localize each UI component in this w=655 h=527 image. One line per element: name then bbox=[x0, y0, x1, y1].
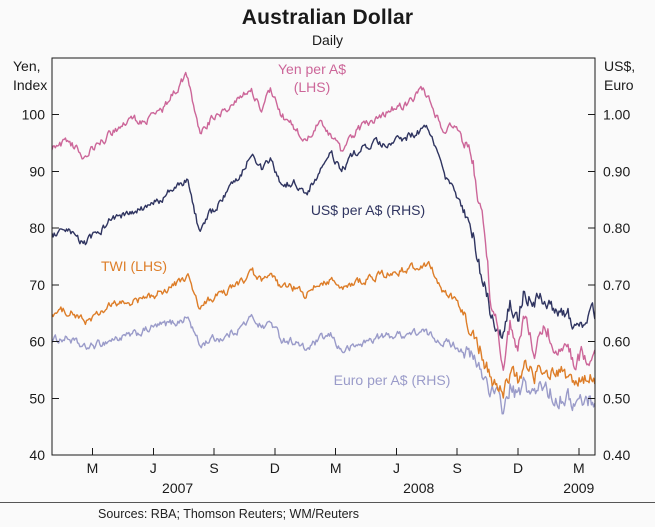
right-axis-tick-label: 0.70 bbox=[603, 277, 630, 293]
series-label-euro: Euro per A$ (RHS) bbox=[333, 372, 451, 388]
left-axis-tick-label: 50 bbox=[29, 390, 45, 406]
right-axis-tick-label: 1.00 bbox=[603, 107, 630, 123]
x-axis-year-label: 2009 bbox=[563, 480, 594, 496]
plot-border bbox=[51, 57, 596, 456]
footer-divider bbox=[0, 502, 655, 503]
series-line-yen bbox=[52, 71, 595, 371]
x-axis-year-label: 2008 bbox=[403, 480, 434, 496]
chart-subtitle: Daily bbox=[311, 32, 344, 48]
left-axis-tick-label: 40 bbox=[29, 447, 45, 463]
axis-unit-line: US$, bbox=[604, 58, 636, 74]
x-axis-tick-label: J bbox=[150, 460, 157, 476]
x-axis-tick-label: S bbox=[209, 460, 218, 476]
series-label-usd: US$ per A$ (RHS) bbox=[310, 202, 426, 218]
series-label-line: (LHS) bbox=[293, 79, 331, 95]
axis-unit-line: Euro bbox=[604, 77, 634, 93]
series-label-twi: TWI (LHS) bbox=[100, 258, 168, 274]
right-axis-tick-label: 0.80 bbox=[603, 220, 630, 236]
left-axis-tick-label: 90 bbox=[29, 163, 45, 179]
series-line-usd bbox=[52, 124, 595, 339]
sources-note: Sources: RBA; Thomson Reuters; WM/Reuter… bbox=[98, 507, 359, 521]
series-line-euro bbox=[52, 313, 595, 415]
x-axis-tick-label: J bbox=[393, 460, 400, 476]
right-axis-tick-label: 0.60 bbox=[603, 334, 630, 350]
x-axis-tick-label: D bbox=[513, 460, 523, 476]
x-axis-tick-label: S bbox=[453, 460, 462, 476]
x-axis-tick-label: D bbox=[270, 460, 280, 476]
x-axis-tick-label: M bbox=[330, 460, 342, 476]
right-axis-tick-label: 0.40 bbox=[603, 447, 630, 463]
x-axis-tick-label: M bbox=[87, 460, 99, 476]
left-axis-unit-label: Yen, Index bbox=[13, 57, 47, 95]
left-axis-tick-label: 60 bbox=[29, 334, 45, 350]
left-axis-tick-label: 100 bbox=[22, 107, 46, 123]
chart-title: Australian Dollar bbox=[241, 6, 414, 29]
right-axis-tick-label: 0.90 bbox=[603, 163, 630, 179]
axis-unit-line: Yen, bbox=[13, 58, 41, 74]
right-axis-tick-label: 0.50 bbox=[603, 390, 630, 406]
left-axis-tick-label: 70 bbox=[29, 277, 45, 293]
series-label-yen: Yen per A$ (LHS) bbox=[278, 60, 346, 96]
series-line-twi bbox=[52, 260, 595, 399]
x-axis-year-label: 2007 bbox=[162, 480, 193, 496]
axis-unit-line: Index bbox=[13, 77, 48, 93]
left-axis-tick-label: 80 bbox=[29, 220, 45, 236]
x-axis-tick-label: M bbox=[573, 460, 585, 476]
right-axis-unit-label: US$, Euro bbox=[604, 57, 635, 95]
series-label-line: Yen per A$ bbox=[278, 61, 346, 77]
